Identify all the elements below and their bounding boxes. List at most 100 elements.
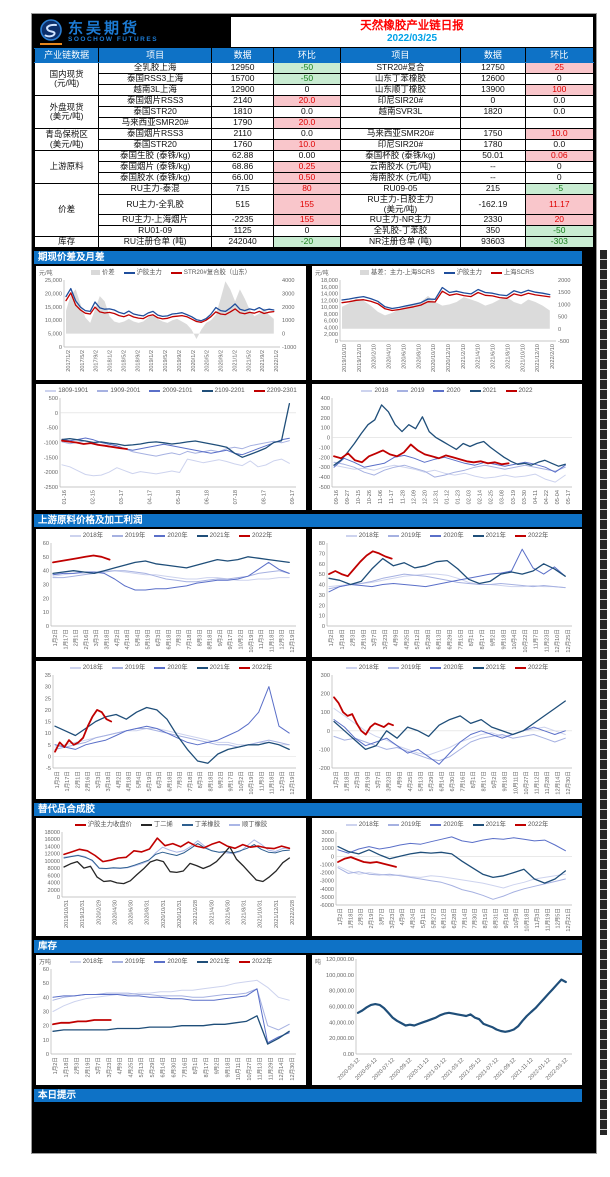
svg-text:11月23日: 11月23日 [543, 629, 550, 652]
svg-text:-2000: -2000 [44, 470, 58, 476]
svg-text:2020/10/31: 2020/10/31 [161, 900, 167, 928]
svg-text:0: 0 [327, 436, 330, 442]
svg-text:2018/9/2: 2018/9/2 [135, 350, 141, 372]
chart-legend: 2018年 2019年 2020年 2021年 2022年 [314, 530, 580, 540]
svg-text:12,000: 12,000 [321, 298, 338, 304]
svg-text:3月3日: 3月3日 [93, 629, 100, 646]
chart-legend: 2018年 2019年 2020年 2021年 2022年 [38, 662, 304, 672]
svg-text:1月2日: 1月2日 [333, 771, 340, 788]
svg-text:40,000.00: 40,000.00 [329, 1020, 354, 1026]
svg-text:03-19: 03-19 [511, 490, 517, 504]
svg-text:2019/1/2: 2019/1/2 [149, 350, 155, 372]
cell-lv: 68.86 [210, 161, 275, 173]
svg-text:-100: -100 [319, 747, 330, 753]
svg-text:9月2日: 9月2日 [217, 771, 224, 788]
svg-text:-1000: -1000 [44, 441, 58, 447]
svg-text:-500: -500 [558, 339, 569, 345]
svg-text:15,000: 15,000 [45, 305, 62, 311]
report-title: 天然橡胶产业链日报 [360, 20, 464, 32]
axis-unit-label: 万吨 [39, 960, 52, 966]
svg-text:10: 10 [319, 614, 325, 620]
svg-text:12月3日: 12月3日 [279, 771, 286, 792]
svg-text:300: 300 [321, 406, 330, 412]
legend-item: 2020年 [154, 957, 188, 966]
section-bar: 期现价差及月差 [34, 251, 582, 264]
cell-ri: RU主力-NR主力 [339, 214, 462, 226]
svg-text:-100: -100 [319, 445, 330, 451]
svg-text:4000: 4000 [48, 881, 60, 887]
cell-lc: 155 [273, 214, 341, 226]
svg-text:6000: 6000 [48, 873, 60, 879]
svg-text:10-26: 10-26 [367, 490, 373, 504]
cell-ri: 越南SVR3L [339, 106, 462, 118]
legend-item: 2018年 [69, 957, 103, 966]
cell-rc: 0.0 [524, 95, 595, 107]
svg-text:04-11: 04-11 [533, 490, 539, 504]
svg-text:10,000: 10,000 [321, 305, 338, 311]
chart-legend: 1809-1901 1909-2001 2009-2101 2109-2201 2209… [38, 385, 304, 395]
svg-text:16,000: 16,000 [321, 285, 338, 291]
svg-text:8月31日: 8月31日 [492, 908, 499, 929]
svg-text:2000: 2000 [558, 278, 570, 284]
legend-item: 1909-2001 [97, 386, 140, 395]
svg-text:2月16日: 2月16日 [83, 629, 90, 650]
svg-text:10月2日: 10月2日 [237, 629, 244, 650]
chart-plot: 0 2000 4000 6000 8000 10000 12000 14000 16000 180… [38, 829, 304, 935]
svg-text:2021/12/10: 2021/12/10 [535, 344, 541, 372]
cell-ri: 海南胶水 (元/吨) [339, 172, 462, 184]
svg-text:6月14日: 6月14日 [438, 771, 445, 792]
cell-li: 泰国生胶 (泰铢/kg) [98, 150, 212, 162]
svg-text:80: 80 [319, 541, 325, 547]
section-bar: 上游原料价格及加工利润 [34, 514, 582, 527]
svg-text:3月7日: 3月7日 [378, 908, 385, 925]
group-label: 价差 [33, 183, 100, 237]
svg-text:-2000: -2000 [320, 871, 334, 877]
svg-text:1月18日: 1月18日 [63, 1057, 70, 1078]
table-row: 价差 RU主力-泰混 715 80 RU09-05 215 -5 [33, 183, 595, 237]
svg-text:1500: 1500 [558, 290, 570, 296]
svg-text:8月17日: 8月17日 [481, 771, 488, 792]
svg-text:10: 10 [43, 610, 49, 616]
svg-text:2,000: 2,000 [324, 332, 338, 338]
svg-text:8,000: 8,000 [324, 312, 338, 318]
legend-item: 2022年 [514, 820, 548, 829]
chart-legend: 价差 沪胶主力 STR20#复合胶（山东） [38, 267, 304, 277]
svg-text:10: 10 [43, 1038, 49, 1044]
legend-item: 2019年 [388, 531, 421, 540]
svg-text:9月16日: 9月16日 [503, 908, 510, 929]
svg-text:7月3日: 7月3日 [176, 629, 183, 646]
svg-text:0: 0 [327, 729, 330, 735]
svg-text:6月14日: 6月14日 [160, 1057, 167, 1078]
svg-text:20: 20 [43, 596, 49, 602]
svg-text:2000: 2000 [322, 838, 334, 844]
svg-text:0: 0 [335, 339, 338, 345]
legend-item: 2018年 [69, 663, 103, 672]
svg-text:11月7日: 11月7日 [533, 629, 540, 649]
svg-text:10: 10 [45, 731, 51, 737]
svg-text:7月18日: 7月18日 [187, 771, 194, 792]
cell-li: 泰国烟片 (泰铢/kg) [98, 161, 212, 173]
svg-text:3月3日: 3月3日 [95, 771, 102, 788]
group-label: 青岛保税区 (美元/吨) [33, 128, 100, 151]
legend-item: 2018 [361, 386, 388, 395]
cell-ri: 山东顺丁橡胶 [339, 84, 462, 96]
cell-ri: 全乳胶-丁苯胶 [339, 225, 462, 237]
svg-text:10月27日: 10月27日 [523, 771, 530, 795]
svg-text:20,000: 20,000 [45, 291, 62, 297]
svg-text:4月9日: 4月9日 [117, 1057, 124, 1074]
svg-text:-500: -500 [47, 426, 58, 432]
cell-rc: -50 [524, 225, 595, 237]
svg-text:2021/6/30: 2021/6/30 [225, 900, 231, 925]
chart-legend: 沪胶主力收盘价 丁二烯 丁苯橡胶 顺丁橡胶 [38, 819, 304, 829]
table-row: RU主力-全乳胶 515 155 RU主力-日胶主力 (美元/吨) -162.19 11.… [35, 194, 595, 215]
svg-text:6月3日: 6月3日 [156, 771, 163, 788]
svg-text:2021/1/2: 2021/1/2 [232, 350, 238, 372]
cell-lv: -2235 [210, 214, 275, 226]
chart-plot: -200 -100 0 100 200 300 1月2日 1月18日 2月3日 2月19日 3月7日… [314, 672, 580, 798]
legend-item: 2019年 [388, 663, 421, 672]
cell-lv: 12900 [210, 84, 275, 96]
svg-text:3月23日: 3月23日 [382, 629, 389, 650]
svg-text:07-18: 07-18 [233, 490, 239, 504]
svg-text:9月18日: 9月18日 [500, 629, 507, 650]
svg-text:7月3日: 7月3日 [177, 771, 184, 788]
